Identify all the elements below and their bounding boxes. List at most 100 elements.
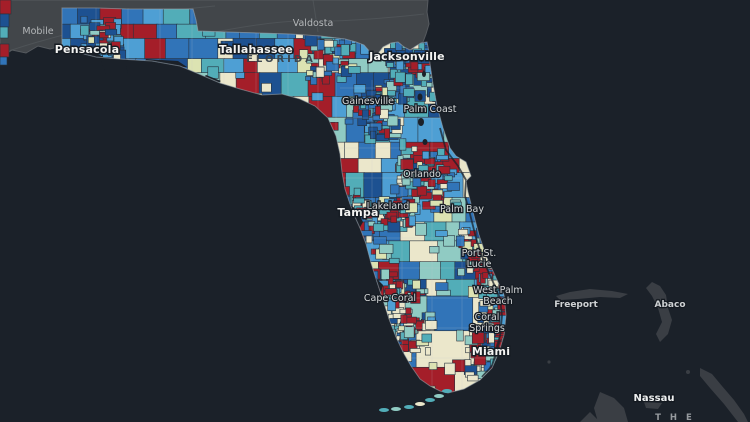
tract <box>466 266 474 274</box>
tract <box>280 72 310 98</box>
tract <box>305 75 311 81</box>
keys-islet <box>425 398 435 402</box>
tract <box>416 186 427 196</box>
tract <box>0 26 9 39</box>
tract <box>444 175 453 181</box>
tract <box>444 362 456 375</box>
tract <box>379 243 394 254</box>
new-providence-island <box>644 402 662 409</box>
city-label-miami: Miami <box>472 345 510 358</box>
tract <box>425 320 438 330</box>
tract <box>374 141 392 160</box>
tract <box>497 300 506 310</box>
st-johns-river <box>422 71 426 77</box>
tract <box>492 309 501 318</box>
tract <box>405 202 418 213</box>
tract <box>482 272 489 279</box>
state-label-florida: FLORIDA <box>246 54 316 65</box>
keys-islet <box>442 389 452 393</box>
tract <box>105 29 118 36</box>
tract <box>340 44 350 56</box>
keys-islet <box>434 394 444 398</box>
tract <box>409 348 421 353</box>
tract <box>471 332 485 344</box>
tract <box>457 229 469 236</box>
tract <box>390 184 400 195</box>
tract <box>311 92 324 101</box>
tract <box>340 60 349 66</box>
tract <box>220 40 234 50</box>
edge-tracts <box>0 0 12 66</box>
tract <box>348 65 361 74</box>
tract <box>421 333 433 343</box>
tract <box>400 158 414 170</box>
tract <box>379 108 389 119</box>
tract <box>410 61 419 71</box>
tract <box>400 314 408 324</box>
tract <box>366 90 377 97</box>
st-johns-river <box>417 93 423 101</box>
city-label-jacksonville: Jacksonville <box>368 50 445 63</box>
tract <box>422 151 430 160</box>
tract <box>370 130 376 140</box>
tract <box>410 291 421 304</box>
tract <box>440 261 456 281</box>
tract <box>467 374 479 382</box>
tract <box>398 93 408 105</box>
tract <box>389 204 400 211</box>
tract <box>403 326 415 338</box>
tract <box>479 300 491 307</box>
tract <box>304 35 318 47</box>
tract <box>165 38 190 60</box>
keys-islet <box>391 407 401 411</box>
city-label-cape-coral: Cape Coral <box>364 293 416 304</box>
andros-island <box>580 392 628 422</box>
tract <box>427 179 436 187</box>
berry-island-dot <box>686 370 690 374</box>
tract <box>467 285 479 298</box>
tract <box>384 288 397 296</box>
tract <box>317 39 325 51</box>
tract <box>306 70 314 76</box>
tract <box>415 222 427 236</box>
tract <box>457 268 465 276</box>
city-label-port-st-lucie: Port St. Lucie <box>462 248 497 270</box>
tract <box>403 88 415 97</box>
tract <box>80 15 88 24</box>
tract <box>248 53 259 62</box>
tract <box>473 353 487 366</box>
city-label-palm-coast: Palm Coast <box>404 104 457 115</box>
tract <box>418 164 429 173</box>
tract <box>353 187 361 196</box>
tract <box>87 36 95 44</box>
tract <box>443 235 456 247</box>
tract <box>387 299 396 312</box>
tract <box>414 50 429 58</box>
city-label-tampa: Tampa <box>337 206 378 219</box>
abaco-island <box>646 282 672 342</box>
tract <box>405 307 412 315</box>
tract <box>451 201 462 213</box>
lake-george <box>418 118 424 126</box>
tract <box>387 221 401 233</box>
tract <box>310 66 317 71</box>
tract <box>499 315 506 326</box>
tract <box>344 141 360 160</box>
tract <box>405 73 414 85</box>
city-label-tallahassee: Tallahassee <box>219 43 293 56</box>
city-labels: Mobile Valdosta Pensacola Tallahassee Jackso… <box>21 17 686 406</box>
tract <box>336 75 347 83</box>
bimini-island-dot <box>547 360 551 364</box>
tract <box>384 128 390 139</box>
tract <box>399 138 407 151</box>
tract <box>438 165 451 175</box>
tract <box>322 40 334 48</box>
keys-islet <box>404 405 414 409</box>
tract <box>132 23 158 40</box>
city-label-lakeland: Lakeland <box>367 201 410 212</box>
tract <box>0 56 8 66</box>
tract <box>388 133 402 138</box>
tract <box>0 43 10 58</box>
